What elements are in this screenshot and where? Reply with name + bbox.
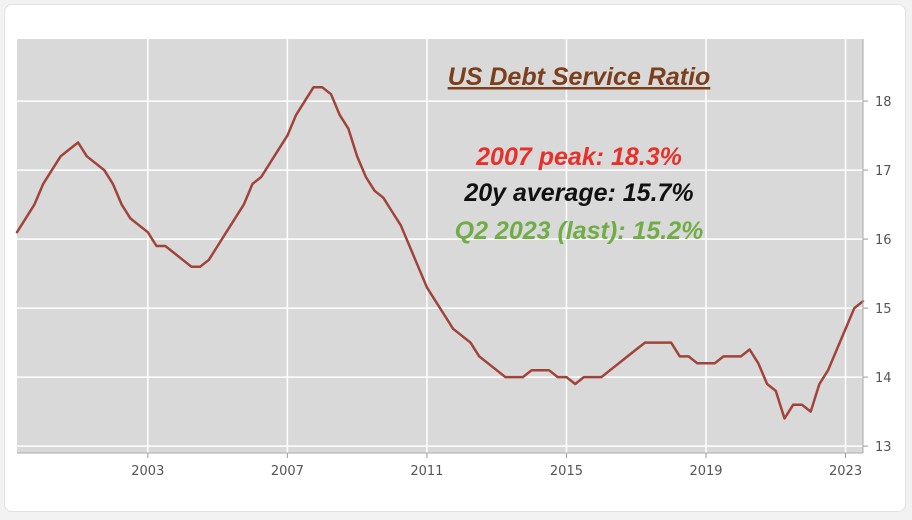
x-tick-label: 2011	[410, 464, 443, 479]
y-tick-label: 14	[875, 371, 892, 386]
annotation-average: 20y average: 15.7%	[463, 179, 693, 207]
x-tick-label: 2015	[550, 464, 583, 479]
y-tick-label: 13	[875, 440, 892, 455]
x-tick-label: 2019	[689, 464, 722, 479]
chart-title: US Debt Service Ratio	[448, 63, 711, 91]
y-tick-label: 16	[875, 233, 892, 248]
annotation-last: Q2 2023 (last): 15.2%	[455, 217, 704, 245]
annotation-peak: 2007 peak: 18.3%	[475, 143, 682, 171]
x-tick-label: 2003	[131, 464, 164, 479]
series-layer	[15, 86, 865, 420]
x-axis: 2003 2007 2011 2015 2019 2023	[17, 452, 863, 479]
y-tick-label: 17	[875, 164, 892, 179]
x-tick-label: 2007	[271, 464, 304, 479]
y-tick-label: 15	[875, 302, 892, 317]
chart-svg: 13 14 15 16 17 18 2003 2007 2011 2015 2019 2023 US…	[15, 39, 892, 479]
y-axis: 13 14 15 16 17 18	[862, 39, 892, 455]
y-tick-label: 18	[875, 95, 892, 110]
series-line	[15, 86, 865, 420]
x-tick-label: 2023	[829, 464, 862, 479]
chart-card: 13 14 15 16 17 18 2003 2007 2011 2015 2019 2023 US…	[4, 4, 906, 512]
